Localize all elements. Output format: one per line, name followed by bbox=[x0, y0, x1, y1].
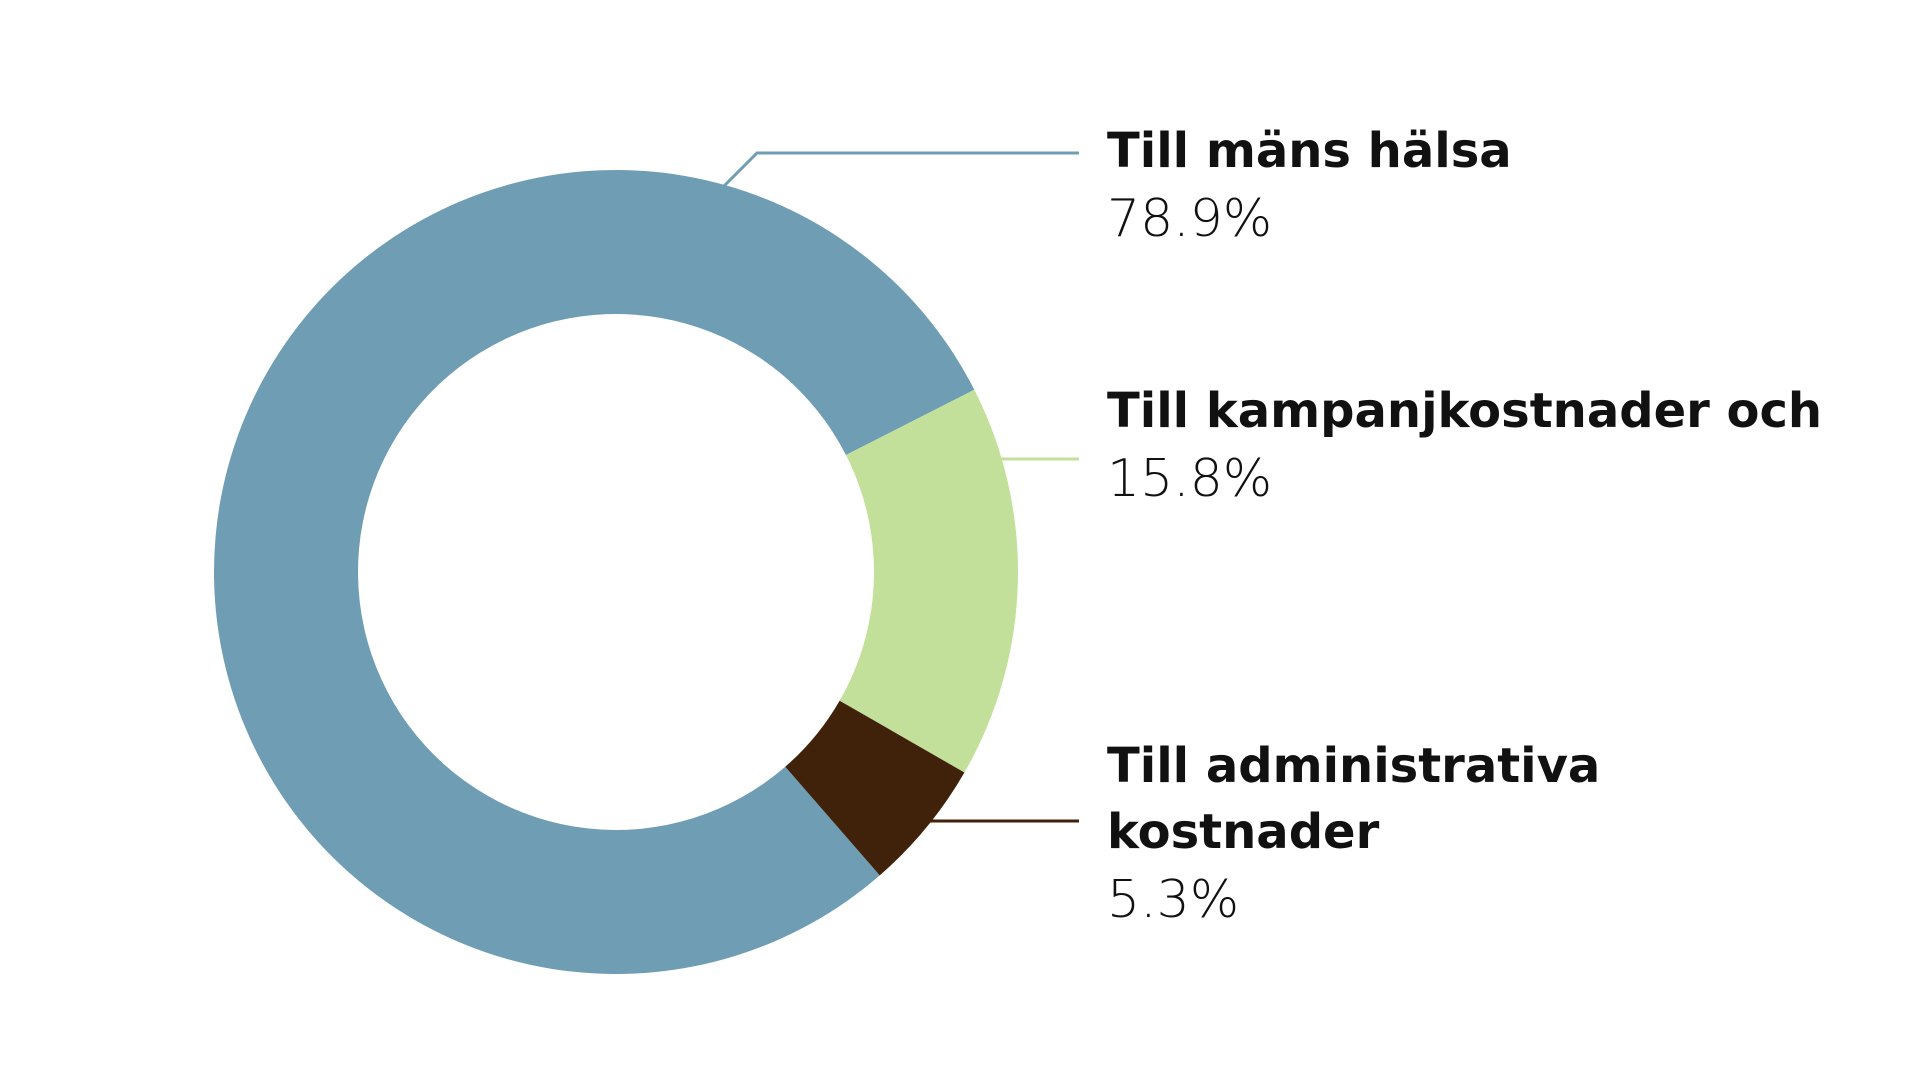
value-label: 5.3% bbox=[1107, 870, 1240, 930]
value-label: 15.8% bbox=[1107, 449, 1273, 509]
legend-label: Till administrativa kostnader 5.3% bbox=[1107, 733, 1827, 935]
legend-label: Till mäns hälsa 78.9% bbox=[1107, 118, 1827, 254]
category-name: Till administrativa kostnader bbox=[1107, 738, 1601, 860]
value-label: 78.9% bbox=[1107, 189, 1273, 249]
donut-slice bbox=[839, 389, 1018, 773]
category-name: Till mäns hälsa bbox=[1107, 123, 1512, 179]
donut-slice bbox=[785, 700, 965, 876]
legend-label: Till kampanjkostnader och 15.8% bbox=[1107, 378, 1827, 514]
leader-line bbox=[722, 151, 1079, 188]
category-name: Till kampanjkostnader och bbox=[1107, 383, 1823, 439]
donut-slice bbox=[213, 169, 975, 974]
